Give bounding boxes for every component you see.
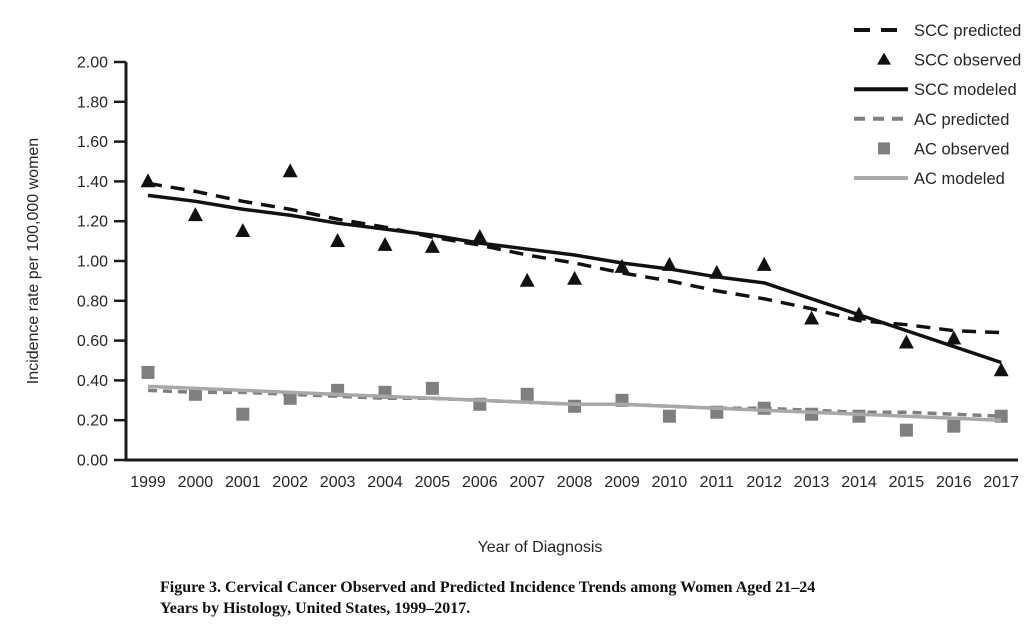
legend-label: SCC observed [914,52,1021,70]
scc-observed-marker [519,272,535,287]
legend-triangle-marker [877,52,891,65]
x-tick-label: 2005 [415,474,451,491]
scc-observed-marker [946,330,962,345]
ac-observed-marker [141,365,155,379]
y-tick-label: 1.60 [77,134,108,151]
ac-modeled-line [147,384,1002,422]
figure-caption-line2: Years by Histology, United States, 1999–… [160,599,471,617]
y-tick-label: 0.60 [77,333,108,350]
y-tick-label: 1.00 [77,254,108,271]
ac-observed-marker [805,407,819,421]
ac-observed-marker [188,387,202,401]
legend: SCC predicted SCC observed SCC modeled AC p… [854,22,1021,188]
y-tick-label: 1.20 [77,214,108,231]
legend-item-scc-predicted: SCC predicted [854,22,1021,40]
legend-item-scc-observed: SCC observed [877,52,1021,70]
figure-caption: Figure 3. Cervical Cancer Observed and P… [160,578,940,620]
x-tick-label: 2009 [604,474,640,491]
x-tick-label: 1999 [130,474,166,491]
legend-item-ac-observed: AC observed [878,140,1009,158]
x-tick-label: 2014 [841,474,877,491]
x-tick-label: 2000 [178,474,214,491]
x-tick-label: 2004 [367,474,403,491]
y-tick-label: 0.20 [77,413,108,430]
scc-observed-marker [614,258,630,273]
scc-observed-marker [140,173,156,188]
ac-observed-marker [236,407,250,421]
x-tick-label: 2016 [936,474,972,491]
y-tick-label: 0.00 [77,453,108,470]
ac-observed-marker [899,423,913,437]
legend-label: AC observed [914,140,1009,158]
ac-observed-marker [425,381,439,395]
y-tick-label: 1.40 [77,174,108,191]
x-tick-label: 2015 [889,474,925,491]
incidence-trend-chart: 0.00 0.20 0.40 0.60 0.80 1.00 1.20 1.40 1.60 1.80… [25,22,1021,556]
legend-item-ac-modeled: AC modeled [854,170,1005,188]
scc-observed-marker [804,310,820,325]
scc-observed-marker [282,163,298,178]
scc-observed-marker [330,233,346,247]
scc-observed-marker [235,223,251,237]
legend-label: SCC predicted [914,22,1021,40]
legend-item-ac-predicted: AC predicted [854,111,1009,129]
ac-observed-marker [852,409,866,423]
ac-observed-marker [520,387,534,401]
legend-label: AC modeled [914,170,1005,188]
x-tick-label: 2017 [983,474,1019,491]
scc-observed-marker [567,270,583,285]
ac-observed-marker [947,419,961,433]
legend-square-marker [878,142,890,155]
legend-label: SCC modeled [914,81,1017,99]
scc-observed-marker [898,334,914,349]
x-tick-label: 2002 [272,474,308,491]
y-tick-label: 2.00 [77,55,108,72]
ac-observed-marker [283,391,297,405]
legend-label: AC predicted [914,111,1009,129]
scc-predicted-line [147,181,1002,335]
figure-caption-line1: Figure 3. Cervical Cancer Observed and P… [160,579,816,596]
scc-observed-marker [424,239,440,253]
ac-observed-marker [757,401,771,415]
y-tick-label: 0.40 [77,373,108,390]
x-tick-label: 2008 [557,474,593,491]
x-tick-label: 2003 [320,474,356,491]
x-axis-title: Year of Diagnosis [478,539,603,556]
x-tick-label: 2010 [652,474,688,491]
x-tick-label: 2006 [462,474,498,491]
scc-observed-marker [472,229,488,243]
legend-item-scc-modeled: SCC modeled [854,81,1017,99]
x-tick-label: 2013 [794,474,830,491]
scc-modeled-line [147,193,1002,365]
y-tick-label: 1.80 [77,94,108,111]
scc-observed-marker [377,237,393,251]
scc-observed-marker [187,207,203,222]
scc-observed-marker [993,362,1009,377]
scc-observed-marker [756,256,772,271]
ac-observed-marker [662,409,676,423]
y-axis-title: Incidence rate per 100,000 women [25,138,42,384]
x-tick-label: 2001 [225,474,261,491]
x-tick-label: 2007 [509,474,545,491]
x-tick-label: 2011 [700,474,735,491]
y-tick-label: 0.80 [77,293,108,310]
x-tick-label: 2012 [746,474,782,491]
ac-observed-marker [568,399,582,413]
